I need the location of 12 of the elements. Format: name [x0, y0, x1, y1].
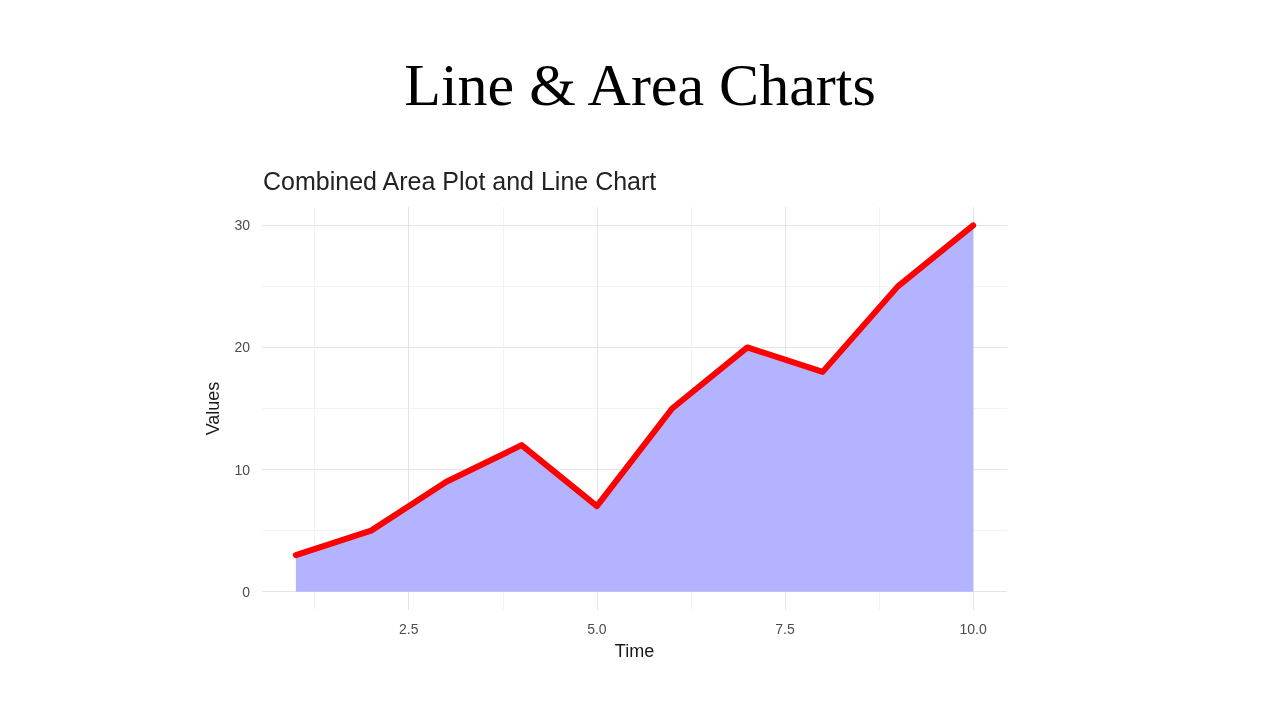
chart-subtitle: Combined Area Plot and Line Chart	[263, 166, 657, 195]
x-tick-label: 5.0	[587, 621, 607, 637]
y-tick-label: 0	[242, 583, 251, 600]
x-axis-title: Time	[614, 641, 655, 661]
x-tick-label: 10.0	[959, 621, 987, 637]
x-tick-label: 7.5	[775, 621, 795, 637]
y-tick-label: 20	[234, 339, 251, 356]
y-axis-title: Values	[203, 381, 223, 436]
x-tick-label: 2.5	[399, 621, 419, 637]
chart-title: Line & Area Charts	[404, 52, 876, 118]
y-tick-label: 30	[234, 217, 251, 234]
y-tick-label: 10	[234, 461, 251, 478]
